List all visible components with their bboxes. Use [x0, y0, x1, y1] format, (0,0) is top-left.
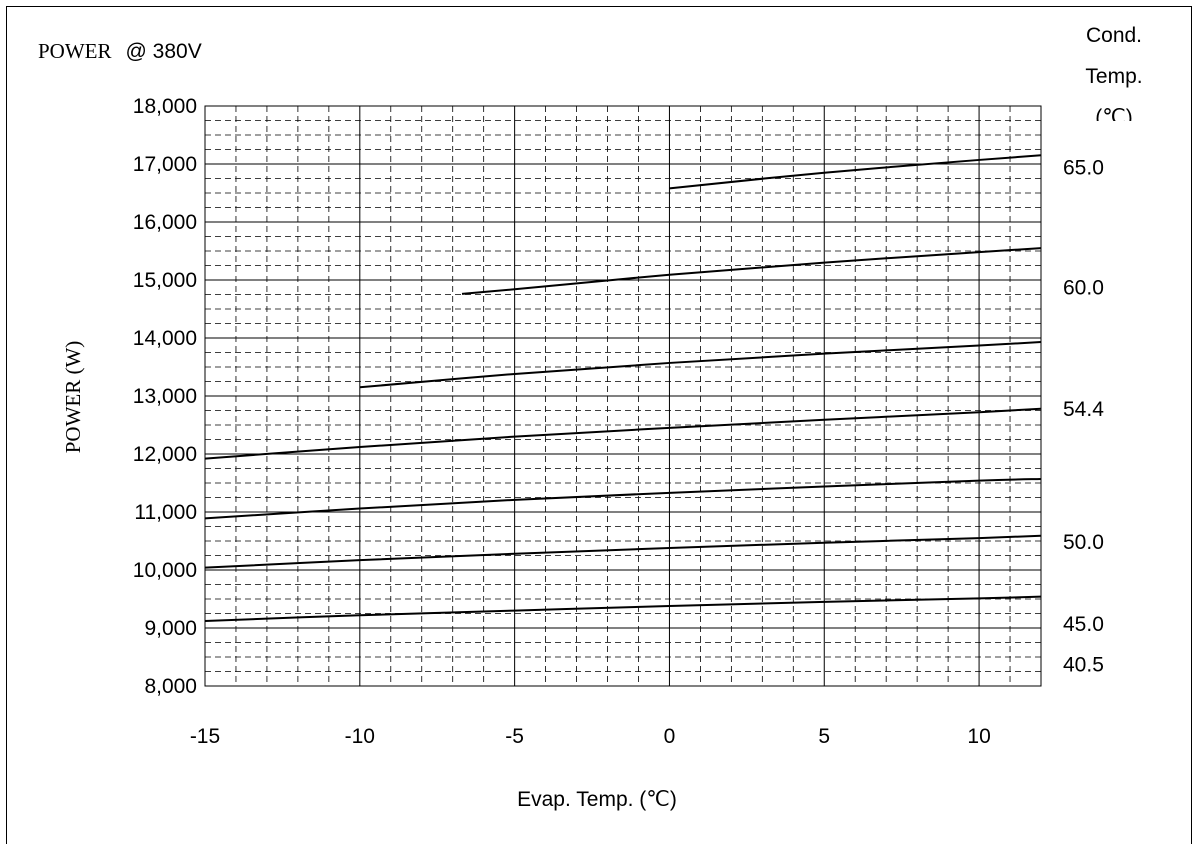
x-tick-label: -10: [345, 725, 375, 748]
right-axis-title: Cond. Temp. (℃): [1085, 24, 1142, 129]
series-label: 65.0: [1063, 156, 1104, 179]
right-axis-title-line-3: (℃): [1095, 106, 1133, 129]
y-tick-label: 17,000: [133, 153, 197, 176]
y-tick-label: 8,000: [144, 675, 197, 698]
y-tick-label: 10,000: [133, 559, 197, 582]
chart-title: POWER @ 380V: [38, 39, 202, 63]
y-tick-label: 16,000: [133, 211, 197, 234]
series-line: [204, 595, 1042, 623]
y-tick-label: 11,000: [134, 501, 197, 524]
y-tick-label: 13,000: [133, 385, 197, 408]
x-tick-label: -5: [505, 725, 524, 748]
y-tick-labels: 8,000 9,000 10,000 11,000 12,000 13,000 14,000…: [133, 95, 197, 698]
series-line: [204, 534, 1042, 569]
y-tick-label: 15,000: [133, 269, 197, 292]
right-axis-title-line-1: Cond.: [1086, 24, 1142, 47]
series-line: [204, 477, 1042, 520]
major-grid: [205, 106, 1041, 686]
x-tick-label: -15: [190, 725, 220, 748]
y-axis-label: POWER (W): [61, 341, 85, 454]
series-label: 40.5: [1063, 654, 1104, 677]
series-line: [359, 341, 1042, 389]
x-tick-label: 0: [664, 725, 676, 748]
y-tick-label: 14,000: [133, 327, 197, 350]
x-tick-labels: -15 -10 -5 0 5 10: [190, 725, 991, 748]
x-axis-label: Evap. Temp. (℃): [517, 788, 677, 811]
series-line: [204, 407, 1042, 460]
series-label: 50.0: [1063, 531, 1104, 554]
series-lines: [204, 154, 1042, 623]
y-tick-label: 12,000: [133, 443, 197, 466]
series-label: 45.0: [1063, 613, 1104, 636]
x-tick-label: 5: [818, 725, 830, 748]
y-tick-label: 9,000: [144, 617, 197, 640]
series-line: [669, 154, 1042, 190]
series-label: 54.4: [1063, 398, 1104, 421]
y-tick-label: 18,000: [133, 95, 197, 118]
series-labels: 40.5 45.0 50.0 54.4 60.0 65.0: [1063, 156, 1104, 676]
plot-area-border: [204, 105, 1042, 687]
series-line: [461, 247, 1042, 295]
x-tick-label: 10: [967, 725, 990, 748]
series-label: 60.0: [1063, 277, 1104, 300]
right-axis-title-line-2: Temp.: [1085, 65, 1142, 88]
